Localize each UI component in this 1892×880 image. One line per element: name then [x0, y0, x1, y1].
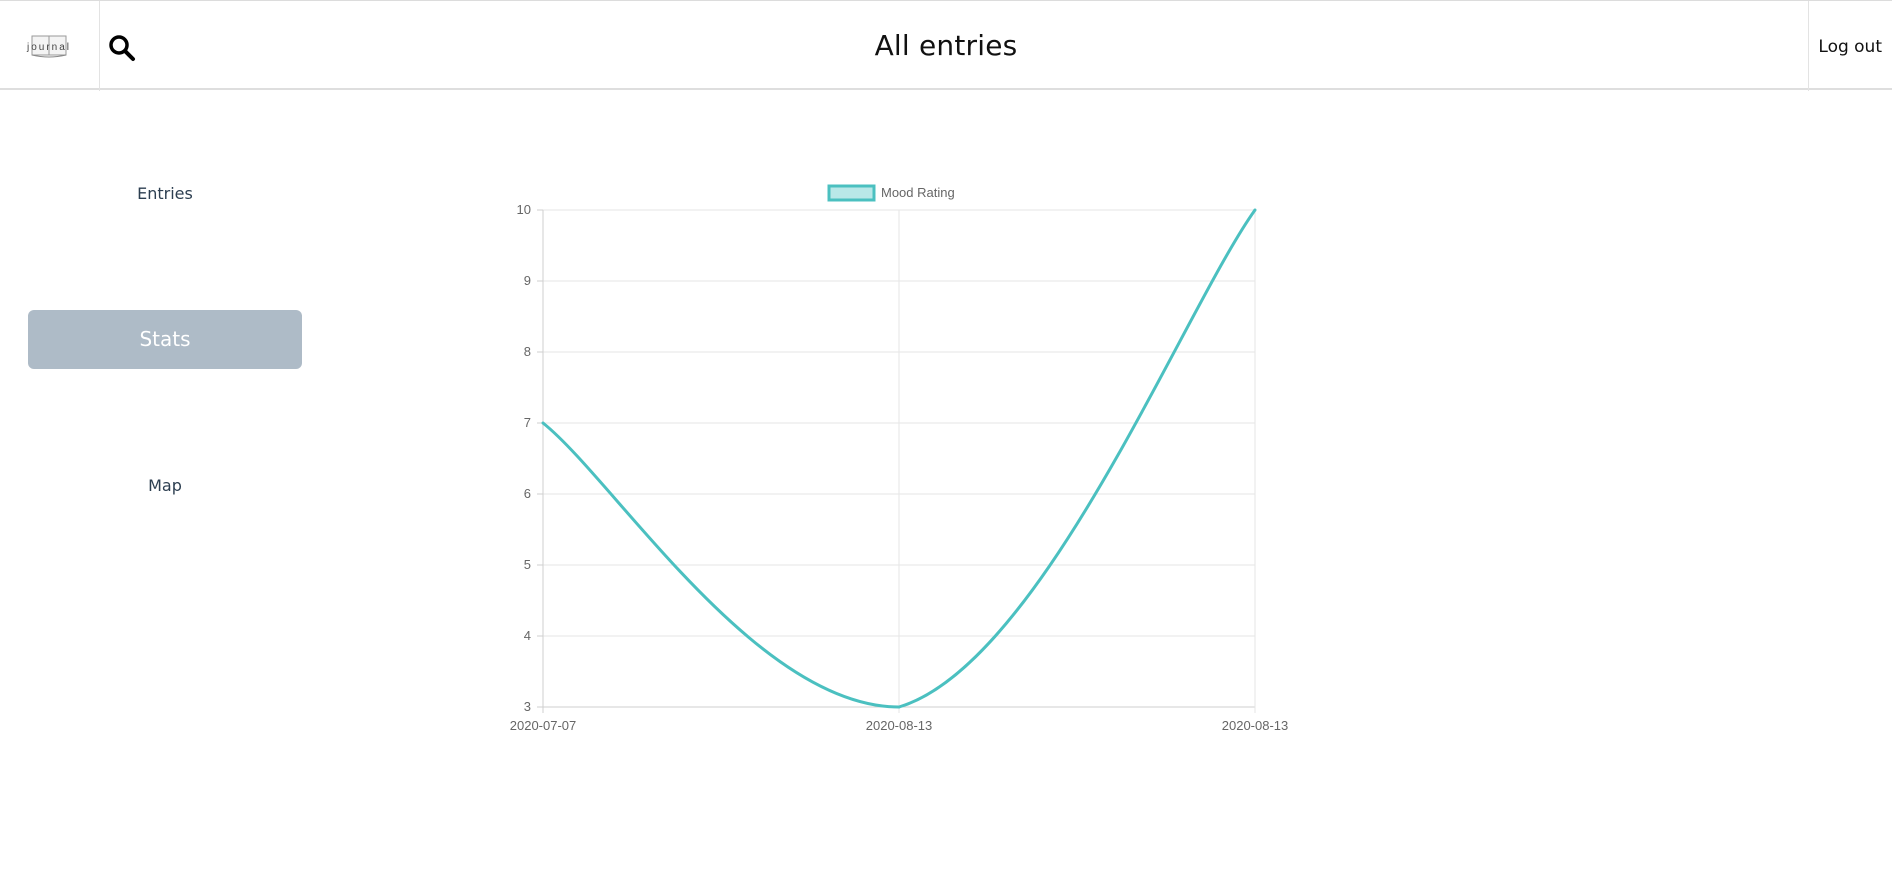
y-tick-label: 4	[524, 628, 531, 643]
search-icon[interactable]	[108, 34, 136, 62]
y-tick-label: 7	[524, 415, 531, 430]
x-tick-label: 2020-08-13	[1222, 718, 1289, 733]
logout-cell: Log out	[1808, 1, 1892, 91]
top-bar: journal All entries Log out	[0, 0, 1892, 91]
y-tick-label: 3	[524, 699, 531, 714]
series-line-mood-rating	[542, 209, 1257, 709]
sidebar-item-entries[interactable]: Entries	[137, 184, 193, 203]
page-title: All entries	[874, 29, 1018, 62]
logout-button[interactable]: Log out	[1818, 37, 1882, 57]
x-tick-label: 2020-08-13	[866, 718, 933, 733]
y-tick-label: 9	[524, 273, 531, 288]
mood-chart: 3 4 5 6 7 8 9 10 2020-07-07 2020-08-13 2020-08-13 M…	[490, 170, 1320, 740]
legend-swatch	[827, 184, 876, 202]
y-tick-label: 8	[524, 344, 531, 359]
sidebar-item-map[interactable]: Map	[148, 476, 182, 495]
data-point	[897, 705, 901, 709]
legend-label: Mood Rating	[881, 185, 955, 200]
y-tick-label: 6	[524, 486, 531, 501]
x-tick-label: 2020-07-07	[510, 718, 577, 733]
mood-chart-svg: 3 4 5 6 7 8 9 10 2020-07-07 2020-08-13 2020-08-13 M…	[510, 184, 1289, 733]
y-tick-label: 10	[517, 202, 531, 217]
logo-text: journal	[26, 42, 71, 53]
logo-cell: journal	[0, 1, 100, 91]
chart-legend[interactable]: Mood Rating	[827, 184, 955, 202]
data-point	[541, 421, 545, 425]
y-tick-label: 5	[524, 557, 531, 572]
data-point	[1253, 208, 1257, 212]
sidebar-item-stats[interactable]: Stats	[28, 310, 302, 369]
journal-logo[interactable]: journal	[14, 33, 84, 59]
